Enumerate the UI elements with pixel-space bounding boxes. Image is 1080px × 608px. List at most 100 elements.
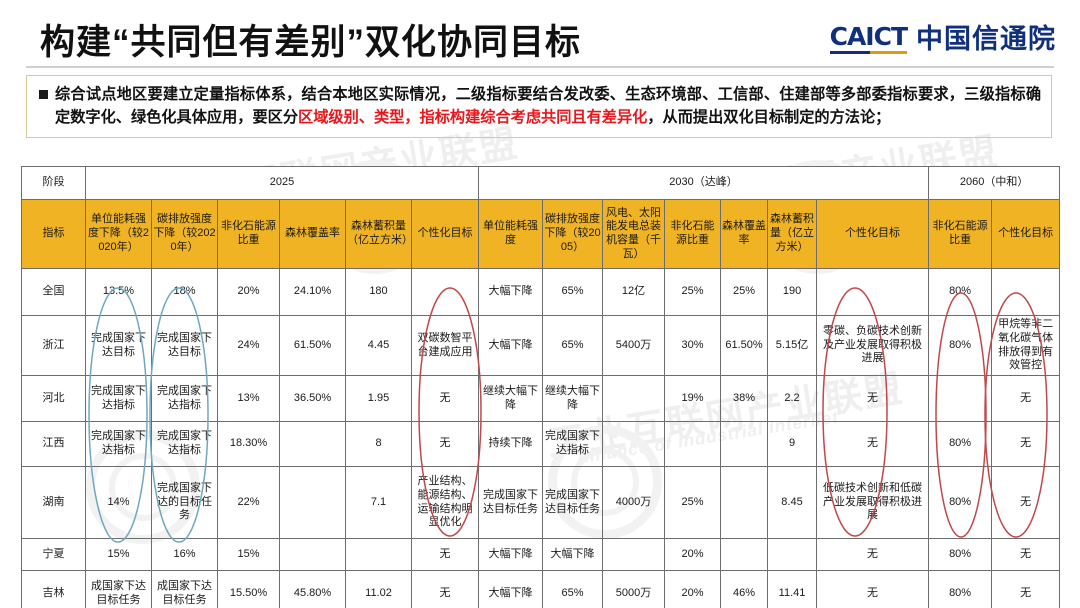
cell-r5-c3: 22%	[217, 466, 280, 539]
cell-r5-c10: 25%	[664, 466, 722, 539]
row-region-label: 吉林	[21, 570, 86, 608]
table-row: 浙江 完成国家下达目标 完成国家下达目标 24% 61.50% 4.45 双碳数智平台建成应…	[21, 315, 1061, 376]
cell-r2-c11: 61.50%	[720, 315, 769, 376]
header-metric-label: 指标	[21, 199, 86, 269]
period-group-1: 2025	[84, 166, 480, 200]
cell-r5-c5: 7.1	[345, 466, 412, 539]
cell-r1-c14: 80%	[928, 268, 993, 316]
period-group-2: 2030（达峰）	[478, 166, 930, 200]
goals-table: 阶段 2025 2030（达峰） 2060（中和） 指标 单位能耗强度下降（较2020年）…	[21, 166, 1061, 608]
cell-r3-c4: 36.50%	[279, 375, 346, 422]
cell-r3-c1: 完成国家下达指标	[85, 375, 152, 422]
cell-r7-c2: 成国家下达目标任务	[151, 570, 218, 608]
cell-r6-c2: 16%	[151, 538, 218, 571]
cell-r1-c12: 190	[767, 268, 818, 316]
cell-r3-c8: 继续大幅下降	[542, 375, 604, 422]
cell-r4-c13: 无	[816, 421, 930, 467]
cell-r1-c13	[816, 268, 930, 316]
cell-r5-c4	[279, 466, 346, 539]
bullet-segment-highlight: 区域级别、类型，指标构建综合考虑共同且有差异化	[298, 109, 648, 127]
logo-name: 中国信通院	[916, 23, 1056, 54]
cell-r7-c5: 11.02	[345, 570, 412, 608]
table-row: 宁夏 15% 16% 15% 无大幅下降 大幅下降 20% 无 80% 无	[21, 538, 1061, 571]
cell-r2-c13: 零碳、负碳技术创新及产业发展取得积极进展	[816, 315, 930, 376]
cell-r2-c6: 双碳数智平台建成应用	[410, 315, 480, 376]
title-bar: 构建“共同但有差别”双化协同目标 CAICT 中国信通院	[0, 4, 1080, 66]
cell-r2-c7: 大幅下降	[478, 315, 544, 376]
cell-r7-c14: 80%	[928, 570, 993, 608]
cell-r4-c7: 持续下降	[478, 421, 544, 467]
cell-r7-c10: 20%	[664, 570, 722, 608]
cell-r6-c4	[279, 538, 346, 571]
cell-r6-c10: 20%	[664, 538, 722, 571]
cell-r5-c14: 80%	[928, 466, 993, 539]
column-header-5: 森林蓄积量（亿立方米）	[345, 199, 413, 269]
cell-r4-c6: 无	[410, 421, 480, 467]
cell-r1-c11: 25%	[720, 268, 769, 316]
cell-r1-c6	[410, 268, 480, 316]
row-region-label: 全国	[21, 268, 86, 316]
logo-abbr: CAICT	[829, 22, 908, 51]
cell-r5-c2: 完成国家下达的目标任务	[151, 466, 218, 539]
cell-r7-c12: 11.41	[767, 570, 818, 608]
cell-r5-c1: 14%	[85, 466, 152, 539]
table-row: 江西 完成国家下达指标 完成国家下达指标 18.30% 8 无持续下降 完成国家下达指标 9 无…	[21, 421, 1061, 467]
goals-table-wrapper: 阶段 2025 2030（达峰） 2060（中和） 指标 单位能耗强度下降（较2020年）…	[21, 166, 1061, 608]
cell-r2-c12: 5.15亿	[767, 315, 818, 376]
title-divider	[26, 66, 1054, 68]
cell-r2-c5: 4.45	[345, 315, 412, 376]
table-row: 湖南 14% 完成国家下达的目标任务 22% 7.1 产业结构、能源结构、运输结构明显优化…	[21, 466, 1061, 539]
square-bullet-icon	[39, 90, 48, 99]
bullet-paragraph: 综合试点地区要建立定量指标体系，结合本地区实际情况，二级指标要结合发改委、生态环…	[55, 83, 1041, 129]
cell-r5-c15: 无	[991, 466, 1061, 539]
cell-r1-c4: 24.10%	[279, 268, 346, 316]
cell-r7-c8: 65%	[542, 570, 604, 608]
logo-underline	[829, 51, 907, 54]
column-header-7: 单位能耗强度	[478, 199, 544, 269]
column-header-11: 森林覆盖率	[720, 199, 769, 269]
cell-r7-c9: 5000万	[602, 570, 666, 608]
column-header-4: 森林覆盖率	[279, 199, 346, 269]
caict-logo: CAICT 中国信通院	[829, 20, 1056, 58]
cell-r1-c10: 25%	[664, 268, 722, 316]
cell-r4-c8: 完成国家下达指标	[542, 421, 604, 467]
cell-r3-c13: 无	[816, 375, 930, 422]
cell-r1-c1: 13.5%	[85, 268, 152, 316]
cell-r1-c5: 180	[345, 268, 412, 316]
cell-r6-c3: 15%	[217, 538, 280, 571]
cell-r5-c11	[720, 466, 769, 539]
cell-r3-c7: 继续大幅下降	[478, 375, 544, 422]
column-header-2: 碳排放强度下降（较2020年）	[151, 199, 218, 269]
column-header-12: 森林蓄积量（亿立方米）	[767, 199, 818, 269]
logo-mark: CAICT	[829, 22, 908, 54]
row-region-label: 湖南	[21, 466, 86, 539]
cell-r5-c9: 4000万	[602, 466, 666, 539]
cell-r6-c11	[720, 538, 769, 571]
column-header-15: 个性化目标	[991, 199, 1061, 269]
period-group-3: 2060（中和）	[928, 166, 1061, 200]
cell-r3-c9	[602, 375, 666, 422]
cell-r6-c1: 15%	[85, 538, 152, 571]
cell-r1-c2: 18%	[151, 268, 218, 316]
column-header-13: 个性化目标	[816, 199, 930, 269]
cell-r7-c1: 成国家下达目标任务	[85, 570, 152, 608]
cell-r5-c13: 低碳技术创新和低碳产业发展取得积极进展	[816, 466, 930, 539]
cell-r4-c4	[279, 421, 346, 467]
cell-r7-c7: 大幅下降	[478, 570, 544, 608]
period-header-row: 阶段 2025 2030（达峰） 2060（中和）	[21, 166, 1061, 200]
cell-r2-c14: 80%	[928, 315, 993, 376]
row-region-label: 浙江	[21, 315, 86, 376]
cell-r3-c3: 13%	[217, 375, 280, 422]
cell-r3-c5: 1.95	[345, 375, 412, 422]
cell-r5-c8: 完成国家下达目标任务	[542, 466, 604, 539]
cell-r6-c7: 大幅下降	[478, 538, 544, 571]
cell-r3-c14	[928, 375, 993, 422]
page-title: 构建“共同但有差别”双化协同目标	[40, 23, 582, 62]
cell-r5-c12: 8.45	[767, 466, 818, 539]
row-region-label: 江西	[21, 421, 86, 467]
cell-r3-c15: 无	[991, 375, 1061, 422]
cell-r6-c6: 无	[410, 538, 480, 571]
column-header-9: 风电、太阳能发电总装机容量（千瓦）	[602, 199, 666, 269]
cell-r1-c15	[991, 268, 1061, 316]
